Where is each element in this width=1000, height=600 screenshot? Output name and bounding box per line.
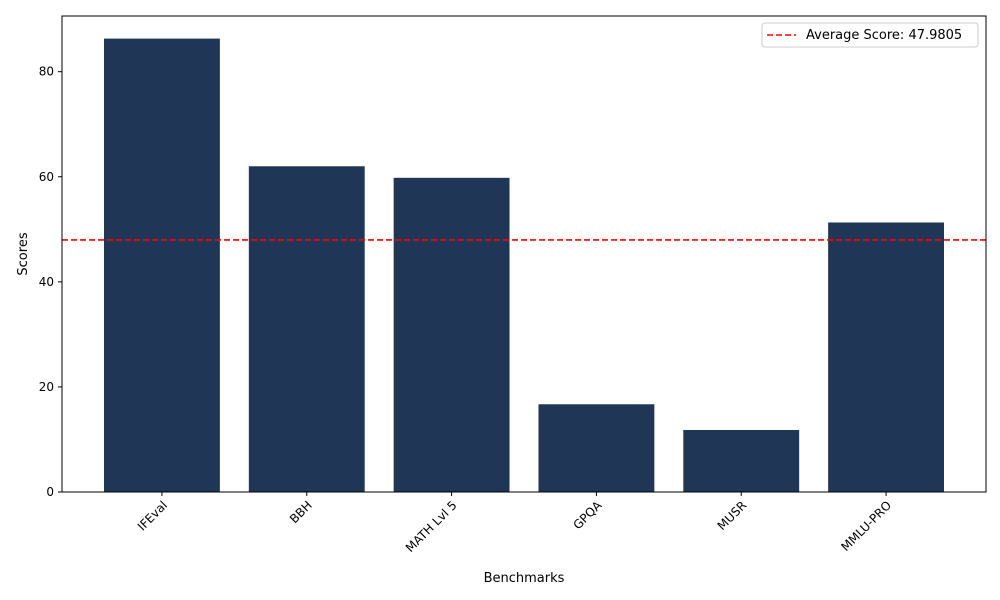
y-axis-label: Scores — [16, 232, 31, 275]
y-tick-label: 0 — [46, 485, 54, 499]
plot-frame — [61, 15, 987, 493]
x-tick-label: BBH — [287, 498, 315, 526]
x-tick-label: MMLU-PRO — [838, 498, 894, 554]
bar-gpqa — [538, 404, 655, 492]
bar-ifeval — [104, 38, 220, 492]
legend: Average Score: 47.9805 — [761, 22, 979, 48]
legend-box — [761, 22, 979, 48]
x-tick-label: MATH Lvl 5 — [403, 498, 460, 555]
y-tick-label: 20 — [39, 380, 54, 394]
x-axis-label: Benchmarks — [484, 571, 565, 586]
y-axis: 0 20 40 60 80 — [39, 65, 62, 499]
y-tick-label: 80 — [39, 65, 54, 79]
legend-entry-average: Average Score: 47.9805 — [806, 28, 962, 43]
bar-musr — [683, 430, 800, 492]
x-tick-label: IFEval — [135, 498, 170, 533]
x-axis: IFEval BBH MATH Lvl 5 GPQA MUSR MMLU-PRO — [135, 492, 894, 555]
bar-mmlu-pro — [828, 222, 944, 493]
x-tick-label: MUSR — [715, 498, 750, 533]
y-tick-label: 60 — [39, 170, 54, 184]
bar-bbh — [248, 166, 365, 492]
y-tick-label: 40 — [39, 275, 54, 289]
x-tick-label: GPQA — [570, 498, 605, 533]
bar-math-lvl-5 — [393, 177, 510, 493]
bars-group — [104, 38, 944, 493]
